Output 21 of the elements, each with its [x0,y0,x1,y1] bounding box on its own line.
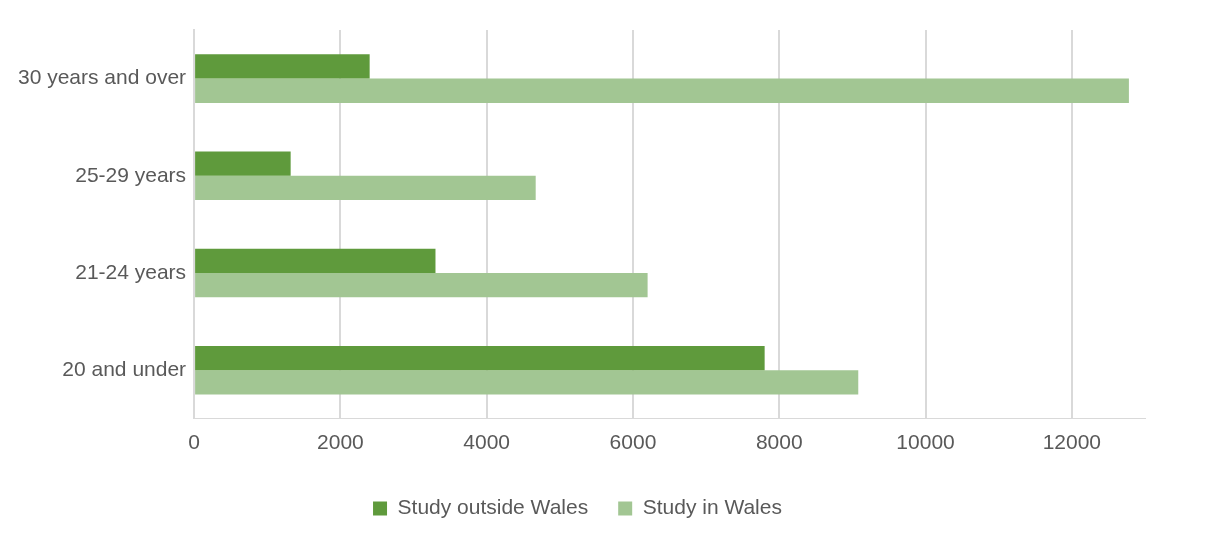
x-tick-label: 8000 [755,430,803,454]
legend-label: Study outside Wales [397,495,589,519]
y-tick-label: 20 and under [62,357,187,380]
y-tick-label: 30 years and over [17,65,187,89]
x-tick-label: 10000 [896,430,955,454]
bar [195,78,1129,103]
legend-label: Study in Wales [642,495,782,519]
bar [195,175,536,201]
bar [195,273,648,298]
x-tick-label: 4000 [463,430,511,454]
bar [195,370,859,395]
bar [195,151,291,176]
bar [195,248,436,273]
x-tick-label: 0 [188,430,200,454]
x-tick-label: 2000 [317,430,364,454]
bar [195,54,370,79]
x-tick-label: 12000 [1042,430,1102,454]
y-tick-label: 25-29 years [75,162,187,186]
x-tick-label: 6000 [609,430,657,454]
bar [195,345,765,371]
y-tick-label: 21-24 years [75,259,187,283]
